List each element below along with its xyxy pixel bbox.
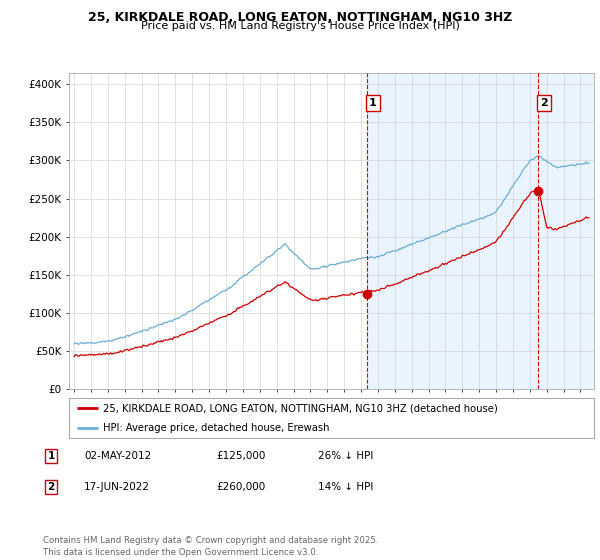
- Text: 1: 1: [369, 98, 377, 108]
- Text: 17-JUN-2022: 17-JUN-2022: [84, 482, 150, 492]
- Text: 1: 1: [47, 451, 55, 461]
- Text: 25, KIRKDALE ROAD, LONG EATON, NOTTINGHAM, NG10 3HZ: 25, KIRKDALE ROAD, LONG EATON, NOTTINGHA…: [88, 11, 512, 24]
- Text: 2: 2: [47, 482, 55, 492]
- Text: HPI: Average price, detached house, Erewash: HPI: Average price, detached house, Erew…: [103, 423, 329, 433]
- Text: 02-MAY-2012: 02-MAY-2012: [84, 451, 151, 461]
- Text: Contains HM Land Registry data © Crown copyright and database right 2025.
This d: Contains HM Land Registry data © Crown c…: [43, 536, 379, 557]
- Text: 2: 2: [540, 98, 548, 108]
- Text: 25, KIRKDALE ROAD, LONG EATON, NOTTINGHAM, NG10 3HZ (detached house): 25, KIRKDALE ROAD, LONG EATON, NOTTINGHA…: [103, 404, 498, 413]
- Text: Price paid vs. HM Land Registry's House Price Index (HPI): Price paid vs. HM Land Registry's House …: [140, 21, 460, 31]
- Text: 14% ↓ HPI: 14% ↓ HPI: [318, 482, 373, 492]
- Text: £125,000: £125,000: [216, 451, 265, 461]
- Text: £260,000: £260,000: [216, 482, 265, 492]
- Bar: [367, 73, 594, 389]
- Text: 26% ↓ HPI: 26% ↓ HPI: [318, 451, 373, 461]
